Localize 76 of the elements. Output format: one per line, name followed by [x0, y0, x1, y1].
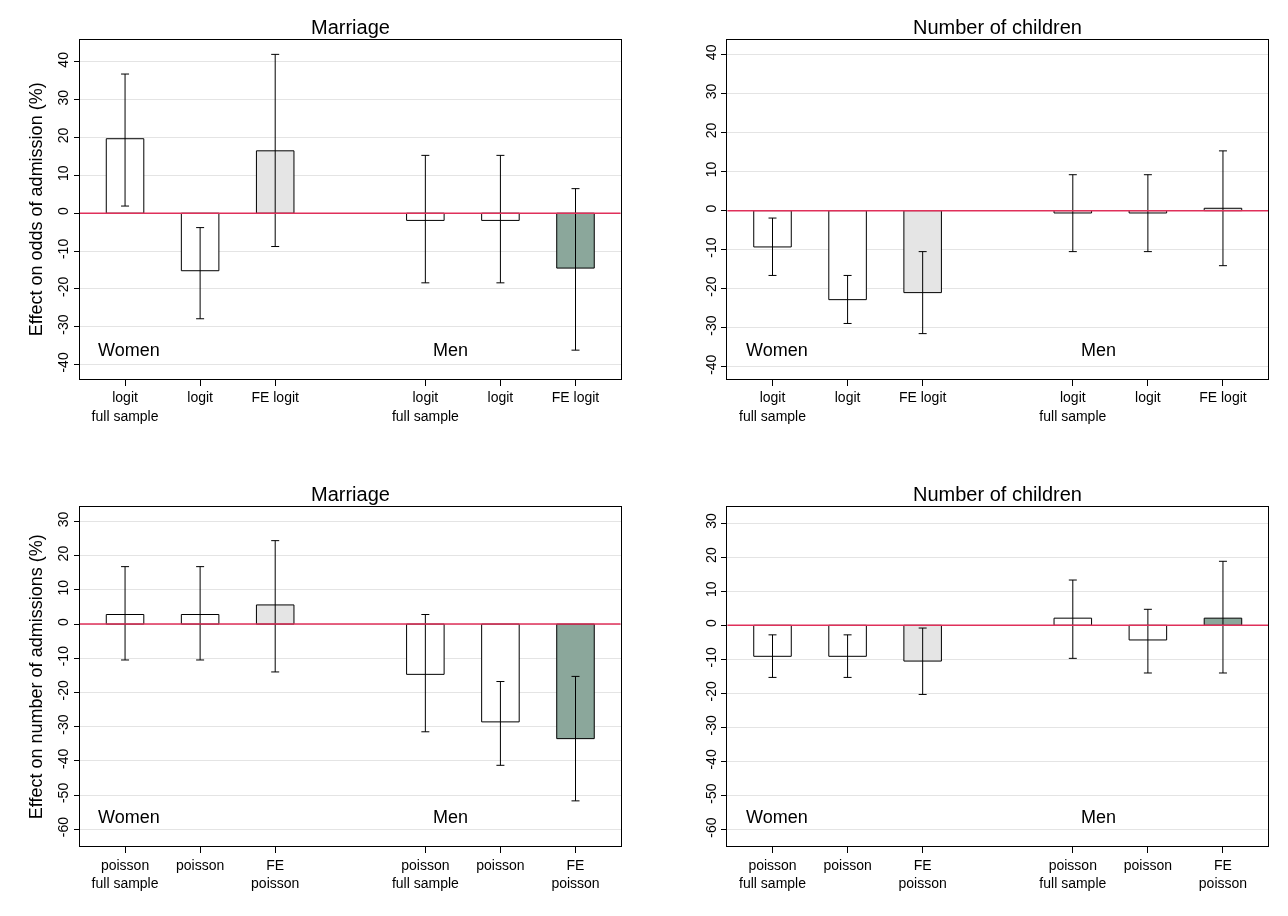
x-tick-label: logit: [187, 389, 214, 406]
x-tick-label: poisson full sample: [739, 856, 807, 891]
x-tick-label: FE poisson: [551, 856, 600, 891]
x-tick-label: FE logit: [551, 389, 600, 406]
y-tick-label: -40: [55, 352, 72, 373]
y-tick-label: 10: [55, 579, 72, 596]
y-tick-label: -10: [55, 645, 72, 667]
x-tick-label: poisson: [1123, 856, 1173, 873]
chart-title: Marriage: [311, 16, 390, 38]
y-tick-label: 10: [702, 161, 719, 178]
x-tick-label: FE logit: [251, 389, 300, 406]
x-tick-label: logit full sample: [739, 389, 807, 424]
y-tick-label: -50: [55, 782, 72, 804]
y-tick-label: -60: [702, 817, 719, 838]
y-tick-label: -60: [55, 816, 72, 838]
y-tick-label: 20: [702, 122, 719, 139]
y-tick-label: -30: [55, 314, 72, 335]
y-axis-title: Effect on odds of admission (%): [25, 82, 46, 337]
x-tick-label: poisson: [175, 856, 225, 873]
annotation: Women: [98, 807, 160, 827]
annotation: Men: [433, 340, 469, 360]
y-tick-label: 30: [702, 513, 719, 529]
y-tick-label: 20: [55, 545, 72, 562]
y-tick-label: -30: [702, 315, 719, 336]
annotation: Men: [433, 807, 469, 827]
annotation: Men: [1081, 807, 1117, 827]
chart-title: Number of children: [913, 483, 1082, 505]
x-tick-label: poisson: [823, 856, 872, 873]
chart-title: Marriage: [311, 483, 390, 505]
x-tick-label: logit full sample: [91, 389, 159, 424]
y-tick-label: 10: [702, 581, 719, 597]
annotation: Men: [1081, 340, 1117, 360]
y-tick-label: 30: [55, 511, 72, 528]
y-tick-label: 20: [55, 127, 72, 144]
y-tick-label: 40: [702, 44, 719, 61]
x-tick-label: poisson full sample: [1039, 856, 1107, 891]
x-tick-label: logit: [834, 389, 861, 406]
y-tick-label: -20: [55, 276, 72, 297]
x-tick-label: FE logit: [898, 389, 947, 406]
y-tick-label: 0: [702, 619, 719, 628]
y-tick-label: -30: [702, 715, 719, 736]
y-tick-label: -20: [702, 276, 719, 297]
y-tick-label: 20: [702, 547, 719, 563]
chart-title: Number of children: [913, 16, 1082, 38]
y-tick-label: -10: [702, 237, 719, 258]
x-tick-label: poisson full sample: [91, 856, 159, 891]
y-tick-label: 30: [55, 89, 72, 106]
y-tick-label: 0: [55, 207, 72, 216]
y-axis-title: Effect on number of admissions (%): [25, 534, 46, 820]
annotation: Women: [98, 340, 160, 360]
x-tick-label: poisson full sample: [391, 856, 460, 891]
x-tick-label: logit full sample: [391, 389, 460, 424]
y-tick-label: 0: [55, 617, 72, 626]
y-tick-label: -10: [55, 238, 72, 260]
annotation: Women: [746, 807, 808, 827]
y-tick-label: -50: [702, 783, 719, 804]
y-tick-label: -40: [55, 748, 72, 769]
x-tick-label: FE logit: [1199, 389, 1247, 406]
x-tick-label: logit full sample: [1039, 389, 1107, 424]
x-tick-label: poisson: [476, 856, 525, 873]
x-tick-label: FE poisson: [1198, 856, 1248, 891]
x-tick-label: FE poisson: [251, 856, 300, 891]
x-tick-label: FE poisson: [898, 856, 947, 891]
y-tick-label: 40: [55, 51, 72, 68]
x-tick-label: logit: [1135, 389, 1161, 406]
y-tick-label: -20: [55, 680, 72, 701]
y-tick-label: -30: [55, 714, 72, 735]
x-tick-label: logit: [487, 389, 514, 406]
y-tick-label: -40: [702, 354, 719, 375]
annotation: Women: [746, 340, 808, 360]
y-tick-label: -40: [702, 749, 719, 770]
y-tick-label: -10: [702, 646, 719, 668]
y-tick-label: 30: [702, 83, 719, 100]
y-tick-label: 10: [55, 165, 72, 182]
y-tick-label: -20: [702, 681, 719, 702]
y-tick-label: 0: [702, 204, 719, 213]
